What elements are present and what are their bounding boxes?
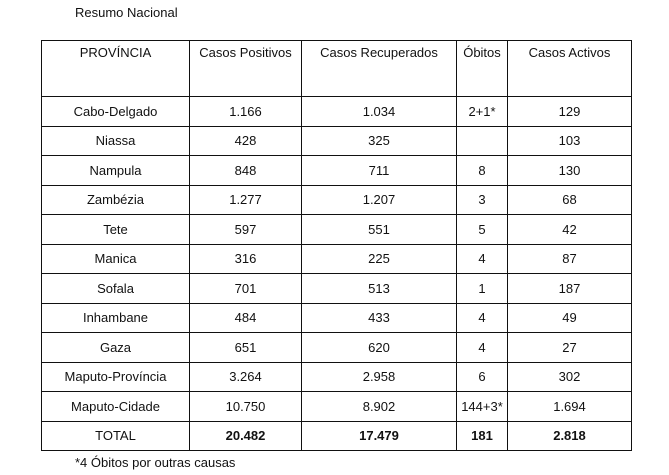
cell-casos-positivos: 597 [189, 214, 302, 245]
cell-casos-activos: 129 [507, 96, 632, 127]
cell-provincia: Maputo-Província [41, 361, 190, 392]
table-row: Gaza 651 620 4 27 [41, 332, 632, 363]
cell-casos-positivos: 1.277 [189, 184, 302, 215]
table-row: Zambézia 1.277 1.207 3 68 [41, 184, 632, 215]
cell-obitos: 1 [456, 273, 508, 304]
cell-casos-recuperados: 2.958 [301, 361, 457, 392]
header-casos-recuperados: Casos Recuperados [301, 40, 457, 97]
cell-obitos: 5 [456, 214, 508, 245]
cell-casos-positivos: 428 [189, 125, 302, 156]
table-row: Nampula 848 711 8 130 [41, 155, 632, 186]
cell-provincia: Maputo-Cidade [41, 391, 190, 422]
cell-casos-recuperados: 620 [301, 332, 457, 363]
cell-obitos: 3 [456, 184, 508, 215]
cell-provincia: Sofala [41, 273, 190, 304]
table-row: Niassa 428 325 103 [41, 125, 632, 156]
cell-provincia: Manica [41, 243, 190, 274]
cell-provincia: Zambézia [41, 184, 190, 215]
table-row: Maputo-Cidade 10.750 8.902 144+3* 1.694 [41, 391, 632, 422]
cell-casos-recuperados: 711 [301, 155, 457, 186]
header-obitos: Óbitos [456, 40, 508, 97]
cell-obitos [456, 125, 508, 156]
cell-obitos: 8 [456, 155, 508, 186]
cell-obitos: 4 [456, 302, 508, 333]
cell-casos-recuperados: 325 [301, 125, 457, 156]
table-row: Tete 597 551 5 42 [41, 214, 632, 245]
table-title: Resumo Nacional [75, 5, 178, 20]
table-row: Cabo-Delgado 1.166 1.034 2+1* 129 [41, 96, 632, 127]
total-obitos: 181 [456, 420, 508, 451]
cell-casos-positivos: 1.166 [189, 96, 302, 127]
cell-provincia: Nampula [41, 155, 190, 186]
cell-provincia: Cabo-Delgado [41, 96, 190, 127]
cell-casos-recuperados: 8.902 [301, 391, 457, 422]
cell-provincia: Gaza [41, 332, 190, 363]
cell-casos-activos: 130 [507, 155, 632, 186]
cell-provincia: Tete [41, 214, 190, 245]
table-row: Inhambane 484 433 4 49 [41, 302, 632, 333]
cell-obitos: 144+3* [456, 391, 508, 422]
cell-casos-activos: 27 [507, 332, 632, 363]
header-provincia: PROVÍNCIA [41, 40, 190, 97]
cell-obitos: 6 [456, 361, 508, 392]
total-casos-activos: 2.818 [507, 420, 632, 451]
cell-casos-positivos: 3.264 [189, 361, 302, 392]
total-casos-recuperados: 17.479 [301, 420, 457, 451]
cell-casos-activos: 187 [507, 273, 632, 304]
header-row: PROVÍNCIA Casos Positivos Casos Recupera… [41, 40, 632, 97]
cell-casos-positivos: 701 [189, 273, 302, 304]
national-summary-table: PROVÍNCIA Casos Positivos Casos Recupera… [41, 40, 632, 451]
cell-casos-activos: 103 [507, 125, 632, 156]
cell-casos-activos: 68 [507, 184, 632, 215]
table-row: Manica 316 225 4 87 [41, 243, 632, 274]
cell-casos-positivos: 484 [189, 302, 302, 333]
cell-casos-recuperados: 1.034 [301, 96, 457, 127]
cell-casos-recuperados: 1.207 [301, 184, 457, 215]
footnote: *4 Óbitos por outras causas [75, 455, 236, 470]
cell-casos-activos: 42 [507, 214, 632, 245]
total-provincia: TOTAL [41, 420, 190, 451]
header-casos-activos: Casos Activos [507, 40, 632, 97]
cell-casos-positivos: 10.750 [189, 391, 302, 422]
cell-casos-positivos: 316 [189, 243, 302, 274]
cell-obitos: 4 [456, 332, 508, 363]
cell-provincia: Inhambane [41, 302, 190, 333]
total-row: TOTAL 20.482 17.479 181 2.818 [41, 420, 632, 451]
cell-casos-activos: 49 [507, 302, 632, 333]
cell-obitos: 2+1* [456, 96, 508, 127]
table-row: Sofala 701 513 1 187 [41, 273, 632, 304]
cell-casos-activos: 1.694 [507, 391, 632, 422]
cell-casos-activos: 87 [507, 243, 632, 274]
cell-casos-positivos: 848 [189, 155, 302, 186]
header-casos-positivos: Casos Positivos [189, 40, 302, 97]
cell-casos-recuperados: 551 [301, 214, 457, 245]
cell-obitos: 4 [456, 243, 508, 274]
cell-provincia: Niassa [41, 125, 190, 156]
cell-casos-recuperados: 513 [301, 273, 457, 304]
cell-casos-recuperados: 433 [301, 302, 457, 333]
cell-casos-recuperados: 225 [301, 243, 457, 274]
table-row: Maputo-Província 3.264 2.958 6 302 [41, 361, 632, 392]
cell-casos-positivos: 651 [189, 332, 302, 363]
total-casos-positivos: 20.482 [189, 420, 302, 451]
cell-casos-activos: 302 [507, 361, 632, 392]
